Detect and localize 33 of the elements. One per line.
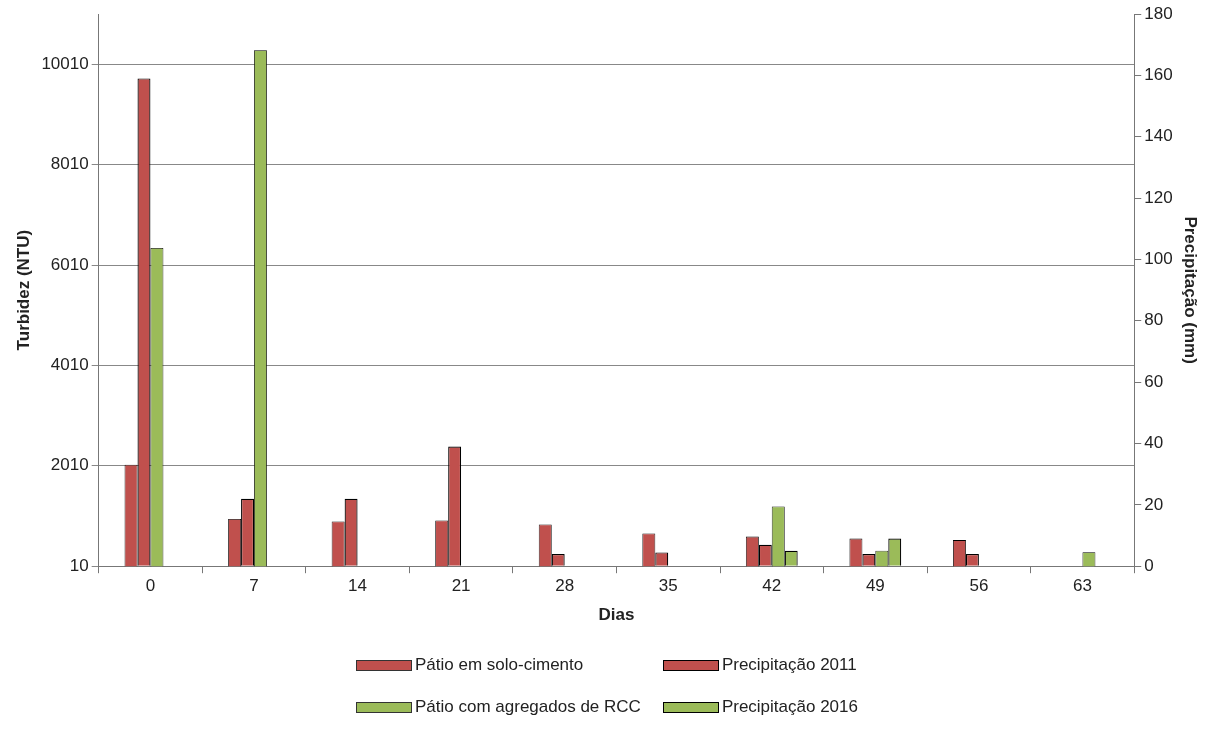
y2-tick-label: 40 bbox=[1144, 433, 1164, 453]
y-tick-label: 10010 bbox=[41, 53, 89, 73]
x-tick-label: 42 bbox=[762, 576, 782, 596]
legend-label: Precipitação 2011 bbox=[721, 655, 857, 675]
y2-tick-label: 120 bbox=[1144, 187, 1173, 207]
x-tick-label: 28 bbox=[555, 576, 575, 596]
y2-tick-label: 0 bbox=[1144, 555, 1154, 575]
legend-label: Pátio com agregados de RCC bbox=[415, 697, 641, 717]
y2-tick-label: 100 bbox=[1144, 249, 1173, 269]
y2-tick-label: 160 bbox=[1144, 65, 1173, 85]
y2-tick-label: 20 bbox=[1144, 494, 1164, 514]
y2-tick-label: 80 bbox=[1144, 310, 1164, 330]
y-tick-label: 4010 bbox=[50, 355, 89, 375]
x-tick-label: 56 bbox=[969, 576, 989, 596]
y2-tick-label: 60 bbox=[1144, 371, 1164, 391]
legend-label: Pátio em solo-cimento bbox=[415, 655, 584, 675]
y-tick-label: 10 bbox=[69, 555, 89, 575]
x-tick-label: 21 bbox=[451, 576, 471, 596]
x-axis-title: Dias bbox=[598, 605, 635, 625]
y-tick-label: 6010 bbox=[50, 254, 89, 274]
y-tick-label: 2010 bbox=[50, 455, 89, 475]
x-tick-label: 35 bbox=[658, 576, 678, 596]
x-tick-label: 49 bbox=[865, 576, 885, 596]
y-tick-label: 8010 bbox=[50, 154, 89, 174]
y-axis-title: Turbidez (NTU) bbox=[13, 229, 33, 351]
x-tick-label: 14 bbox=[348, 576, 368, 596]
y2-tick-label: 180 bbox=[1144, 3, 1173, 23]
y2-axis-title: Precipitação (mm) bbox=[1181, 216, 1201, 364]
x-tick-label: 0 bbox=[145, 576, 156, 596]
legend-label: Precipitação 2016 bbox=[721, 697, 858, 717]
y2-tick-label: 140 bbox=[1144, 126, 1173, 146]
x-tick-label: 7 bbox=[249, 576, 259, 596]
x-tick-label: 63 bbox=[1073, 576, 1092, 596]
